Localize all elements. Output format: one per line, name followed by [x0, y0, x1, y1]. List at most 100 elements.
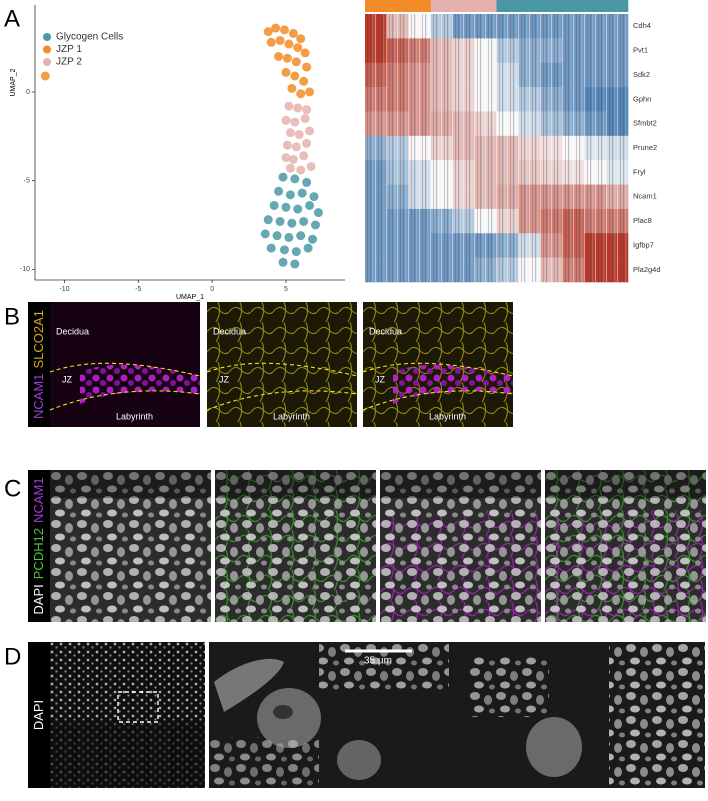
point [282, 53, 292, 63]
panel-label: D [4, 643, 21, 670]
region-label: Decidua [369, 326, 402, 336]
cell [337, 740, 381, 780]
point [299, 151, 309, 161]
channel-name: PCDH12 [31, 528, 46, 579]
column-annotation [540, 0, 563, 12]
top-shade [545, 470, 706, 498]
row-label: Pvt1 [633, 46, 648, 55]
point [290, 259, 300, 269]
point [282, 140, 292, 150]
x-tick-label: -10 [59, 286, 69, 293]
point [284, 101, 294, 111]
cell [257, 688, 321, 748]
row-label: Fryl [633, 167, 646, 176]
point [266, 37, 276, 47]
x-tick-label: 5 [284, 286, 288, 293]
nucleus [273, 705, 293, 719]
micrograph [215, 470, 376, 622]
micrograph [380, 470, 541, 622]
point [305, 200, 315, 210]
point [299, 216, 309, 226]
point [290, 71, 300, 81]
point [291, 142, 301, 152]
boundary [49, 390, 201, 411]
point [272, 231, 282, 241]
column-annotation [474, 0, 497, 12]
point [300, 114, 310, 124]
boundary [362, 362, 514, 377]
point [281, 153, 291, 163]
micrograph [50, 642, 205, 788]
column-annotation [452, 0, 475, 12]
channel-label-box [28, 302, 50, 427]
point [269, 200, 279, 210]
point [279, 25, 289, 35]
micrograph: Decidua JZ Labyrinth [49, 302, 201, 427]
point [302, 177, 312, 187]
point [290, 117, 300, 127]
point [296, 165, 306, 175]
column-annotation [584, 0, 607, 12]
region-label: JZ [375, 374, 386, 384]
y-tick-label: 0 [26, 89, 30, 96]
y-tick-label: -10 [20, 266, 30, 273]
panel-label: B [4, 303, 20, 330]
point [302, 62, 312, 72]
y-tick-label: -5 [24, 177, 30, 184]
column-annotation [430, 0, 453, 12]
x-axis-label: UMAP_1 [176, 294, 204, 301]
row-label: Ncam1 [633, 192, 657, 201]
point [302, 138, 312, 148]
content: A B C D -10 -5 0 5 0 -5 -10 UMAP_1 UMAP_2 Glycogen Ce… [4, 0, 706, 788]
region-label: Labyrinth [116, 411, 153, 421]
row-label: Igfbp7 [633, 240, 654, 249]
image-background [50, 302, 200, 427]
legend-swatch [43, 33, 51, 41]
point [278, 172, 288, 182]
column-annotation [408, 0, 432, 12]
row-label: Plac8 [633, 216, 652, 225]
point [284, 232, 294, 242]
point [281, 202, 291, 212]
region-label: Labyrinth [273, 411, 310, 421]
micrograph: Decidua JZ Labyrinth [206, 302, 358, 427]
point [302, 105, 312, 115]
point [299, 76, 309, 86]
micrograph [209, 642, 705, 788]
row-label: Prune2 [633, 143, 657, 152]
boundary [206, 362, 358, 377]
column-annotation [386, 0, 410, 12]
column-annotation [606, 0, 629, 12]
legend-label: JZP 1 [56, 44, 82, 55]
point [266, 243, 276, 253]
point [263, 27, 273, 37]
magenta-signal [80, 364, 200, 404]
point [293, 103, 303, 113]
point [285, 190, 295, 200]
point [294, 130, 304, 140]
channel-name: NCAM1 [31, 477, 46, 523]
nuclei [380, 470, 541, 622]
boundary [362, 390, 514, 411]
point [275, 35, 285, 45]
magenta-signal [393, 364, 513, 404]
channel-label-box [28, 470, 50, 622]
nuclei [609, 642, 705, 788]
region-label: JZ [219, 374, 230, 384]
point [274, 51, 284, 61]
row-label: Gphn [633, 94, 651, 103]
point [297, 188, 307, 198]
point [313, 208, 323, 218]
top-shade [215, 470, 376, 498]
point [260, 229, 270, 239]
row-label: Sfmbt2 [633, 119, 657, 128]
panel-label: C [4, 475, 21, 502]
top-shade [50, 470, 211, 498]
boundary [49, 362, 201, 377]
micrograph [50, 470, 211, 622]
legend-label: JZP 2 [56, 57, 82, 68]
column-annotation [562, 0, 585, 12]
x-tick-label: 0 [210, 286, 214, 293]
cell [526, 717, 582, 777]
